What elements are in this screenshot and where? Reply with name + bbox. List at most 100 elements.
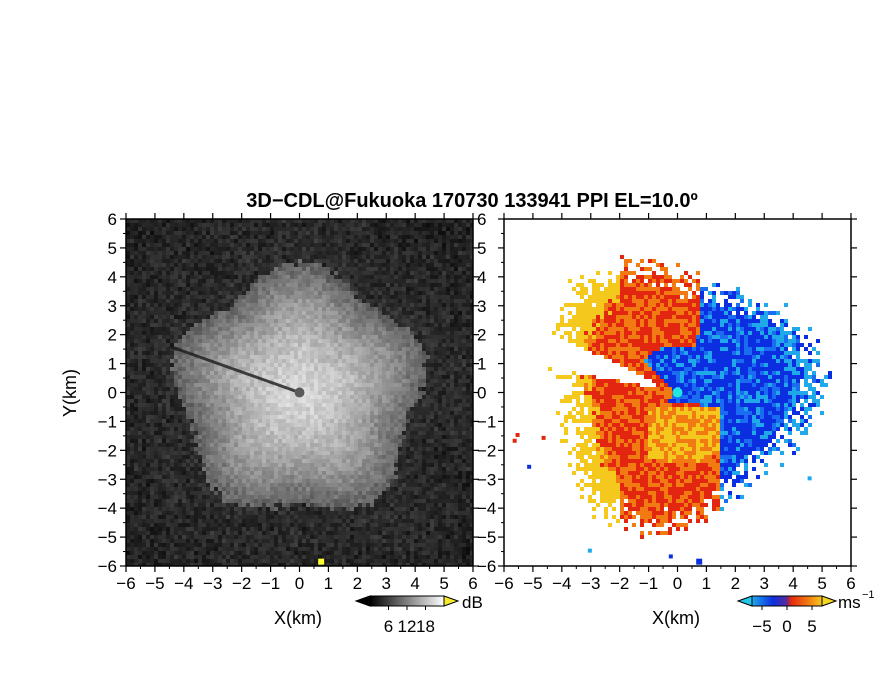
- reflectivity-pixel: [294, 331, 298, 335]
- reflectivity-pixel: [362, 279, 366, 283]
- reflectivity-pixel: [386, 375, 390, 379]
- reflectivity-pixel: [130, 259, 134, 263]
- reflectivity-pixel: [358, 335, 362, 339]
- reflectivity-pixel: [254, 315, 258, 319]
- reflectivity-pixel: [386, 315, 390, 319]
- reflectivity-pixel: [354, 243, 358, 247]
- reflectivity-pixel: [134, 343, 138, 347]
- reflectivity-pixel: [198, 259, 202, 263]
- reflectivity-pixel: [454, 311, 458, 315]
- reflectivity-pixel: [154, 395, 158, 399]
- reflectivity-pixel: [170, 443, 174, 447]
- reflectivity-pixel: [254, 431, 258, 435]
- reflectivity-pixel: [346, 367, 350, 371]
- reflectivity-pixel: [422, 335, 426, 339]
- reflectivity-pixel: [290, 403, 294, 407]
- reflectivity-pixel: [302, 443, 306, 447]
- reflectivity-pixel: [398, 351, 402, 355]
- reflectivity-pixel: [302, 387, 306, 391]
- reflectivity-pixel: [386, 407, 390, 411]
- reflectivity-pixel: [334, 319, 338, 323]
- reflectivity-pixel: [186, 315, 190, 319]
- reflectivity-pixel: [230, 439, 234, 443]
- reflectivity-pixel: [178, 447, 182, 451]
- reflectivity-pixel: [190, 311, 194, 315]
- reflectivity-pixel: [182, 259, 186, 263]
- reflectivity-pixel: [362, 335, 366, 339]
- reflectivity-pixel: [354, 319, 358, 323]
- reflectivity-pixel: [218, 287, 222, 291]
- reflectivity-pixel: [466, 399, 470, 403]
- reflectivity-pixel: [154, 347, 158, 351]
- reflectivity-pixel: [362, 363, 366, 367]
- reflectivity-pixel: [198, 427, 202, 431]
- reflectivity-pixel: [370, 443, 374, 447]
- reflectivity-pixel: [346, 435, 350, 439]
- reflectivity-pixel: [286, 339, 290, 343]
- reflectivity-pixel: [434, 315, 438, 319]
- reflectivity-pixel: [218, 319, 222, 323]
- reflectivity-pixel: [282, 291, 286, 295]
- reflectivity-pixel: [350, 227, 354, 231]
- reflectivity-pixel: [146, 267, 150, 271]
- reflectivity-pixel: [166, 303, 170, 307]
- reflectivity-pixel: [330, 327, 334, 331]
- reflectivity-pixel: [338, 347, 342, 351]
- reflectivity-pixel: [298, 407, 302, 411]
- reflectivity-pixel: [438, 303, 442, 307]
- reflectivity-pixel: [270, 379, 274, 383]
- reflectivity-pixel: [202, 395, 206, 399]
- reflectivity-pixel: [222, 379, 226, 383]
- reflectivity-pixel: [230, 371, 234, 375]
- reflectivity-pixel: [458, 375, 462, 379]
- reflectivity-pixel: [278, 351, 282, 355]
- reflectivity-pixel: [242, 251, 246, 255]
- reflectivity-pixel: [398, 239, 402, 243]
- reflectivity-pixel: [426, 435, 430, 439]
- reflectivity-pixel: [238, 419, 242, 423]
- reflectivity-pixel: [282, 391, 286, 395]
- reflectivity-pixel: [402, 443, 406, 447]
- reflectivity-pixel: [318, 427, 322, 431]
- reflectivity-pixel: [302, 339, 306, 343]
- reflectivity-pixel: [366, 375, 370, 379]
- reflectivity-pixel: [230, 335, 234, 339]
- reflectivity-pixel: [410, 219, 414, 223]
- reflectivity-pixel: [178, 259, 182, 263]
- reflectivity-pixel: [166, 319, 170, 323]
- reflectivity-pixel: [430, 279, 434, 283]
- reflectivity-pixel: [234, 379, 238, 383]
- reflectivity-pixel: [382, 435, 386, 439]
- reflectivity-pixel: [406, 327, 410, 331]
- reflectivity-pixel: [370, 275, 374, 279]
- reflectivity-pixel: [146, 283, 150, 287]
- reflectivity-pixel: [362, 351, 366, 355]
- reflectivity-pixel: [250, 263, 254, 267]
- reflectivity-pixel: [262, 387, 266, 391]
- reflectivity-pixel: [198, 403, 202, 407]
- reflectivity-pixel: [246, 251, 250, 255]
- reflectivity-pixel: [386, 435, 390, 439]
- reflectivity-pixel: [442, 391, 446, 395]
- reflectivity-pixel: [182, 347, 186, 351]
- reflectivity-pixel: [170, 271, 174, 275]
- reflectivity-pixel: [298, 283, 302, 287]
- reflectivity-pixel: [334, 335, 338, 339]
- reflectivity-pixel: [326, 255, 330, 259]
- reflectivity-pixel: [414, 363, 418, 367]
- reflectivity-pixel: [302, 223, 306, 227]
- reflectivity-pixel: [150, 303, 154, 307]
- reflectivity-pixel: [310, 343, 314, 347]
- reflectivity-pixel: [326, 443, 330, 447]
- reflectivity-pixel: [226, 287, 230, 291]
- reflectivity-pixel: [326, 431, 330, 435]
- reflectivity-pixel: [238, 403, 242, 407]
- reflectivity-pixel: [242, 259, 246, 263]
- reflectivity-pixel: [170, 439, 174, 443]
- reflectivity-pixel: [266, 411, 270, 415]
- reflectivity-pixel: [162, 391, 166, 395]
- reflectivity-pixel: [162, 315, 166, 319]
- reflectivity-pixel: [146, 371, 150, 375]
- reflectivity-pixel: [154, 383, 158, 387]
- reflectivity-pixel: [434, 323, 438, 327]
